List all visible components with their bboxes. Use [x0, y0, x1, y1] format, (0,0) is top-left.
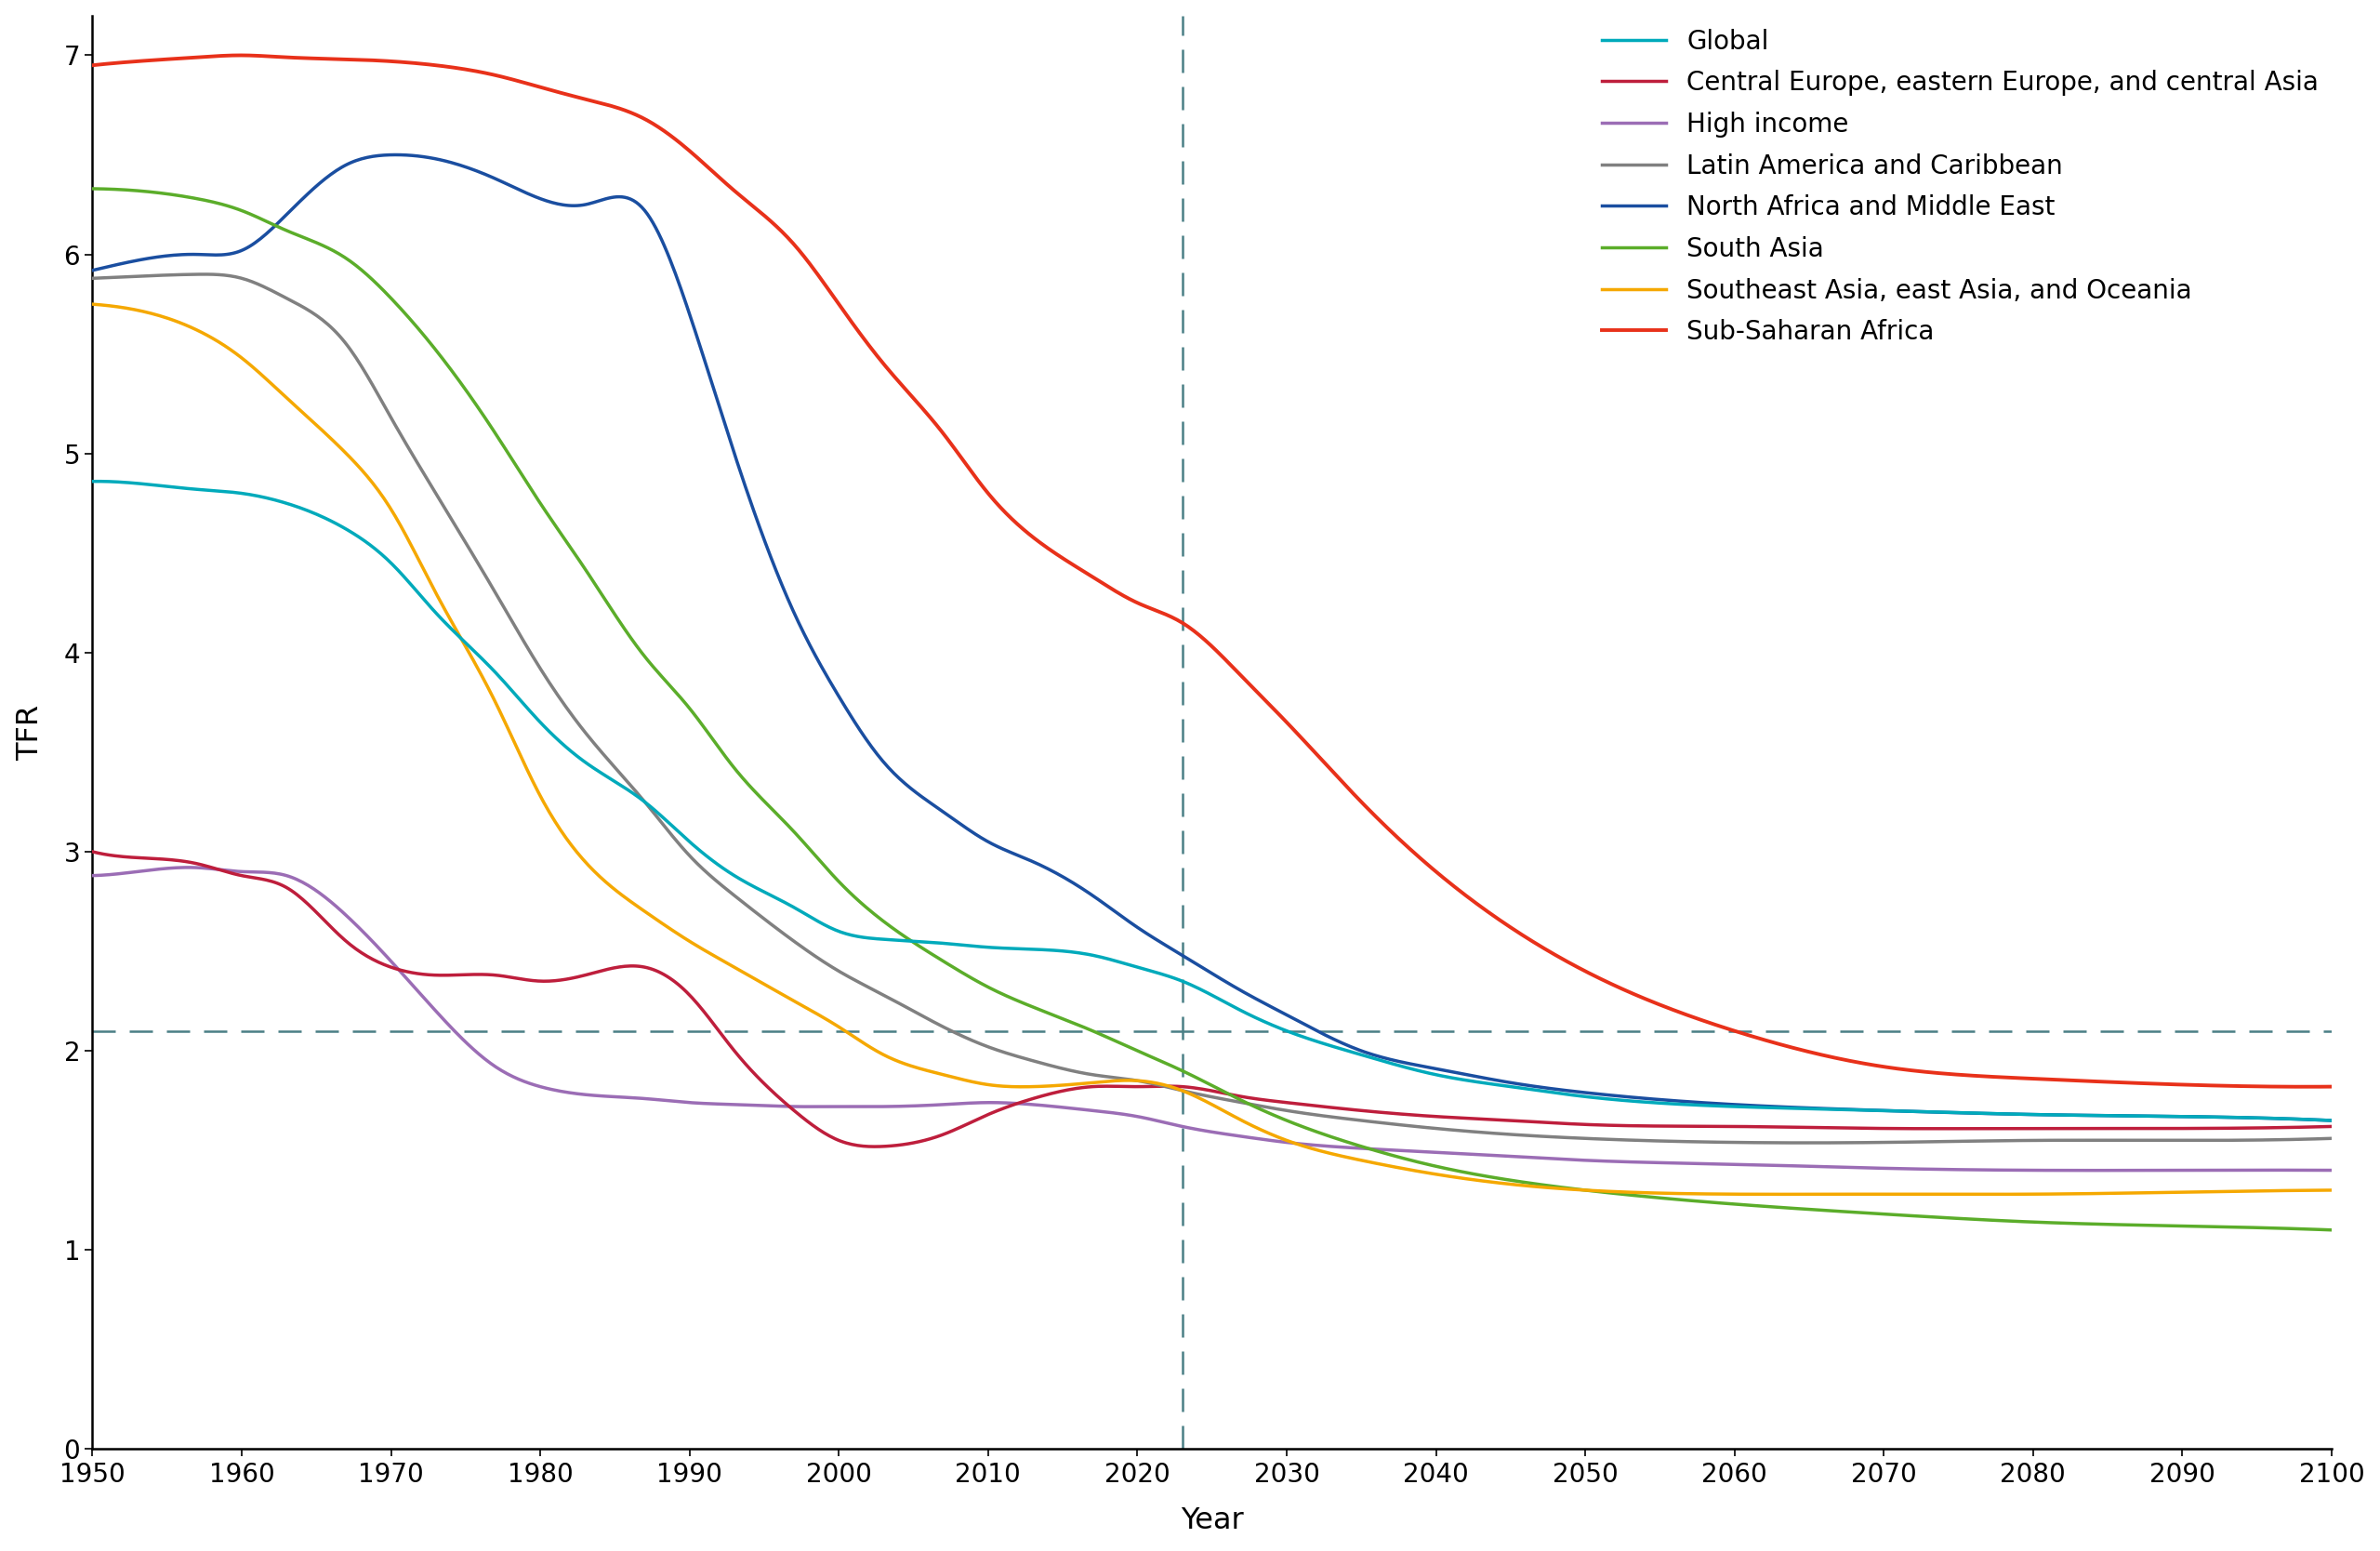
Line: Latin America and Caribbean: Latin America and Caribbean: [93, 275, 2332, 1143]
Sub-Saharan Africa: [2009, 1069, 2037, 1087]
Sub-Saharan Africa: [1380, 827, 1409, 845]
North Africa and Middle East: [2318, 1111, 2347, 1129]
South Asia: [1378, 1146, 1407, 1165]
Global: [2318, 1111, 2347, 1129]
Line: North Africa and Middle East: North Africa and Middle East: [93, 155, 2332, 1120]
Y-axis label: TFR: TFR: [17, 704, 45, 760]
North Africa and Middle East: [1380, 1052, 1409, 1070]
North Africa and Middle East: [1440, 1062, 1468, 1081]
Central Europe, eastern Europe, and central Asia: [1440, 1109, 1468, 1128]
Southeast Asia, east Asia, and Oceania: [79, 295, 107, 313]
South Asia: [2006, 1213, 2035, 1231]
Sub-Saharan Africa: [1780, 1039, 1809, 1058]
Global: [1507, 1079, 1535, 1098]
South Asia: [1775, 1199, 1804, 1218]
Central Europe, eastern Europe, and central Asia: [2009, 1120, 2037, 1138]
Global: [1780, 1100, 1809, 1118]
Latin America and Caribbean: [219, 267, 248, 285]
Central Europe, eastern Europe, and central Asia: [2318, 1117, 2347, 1135]
South Asia: [2318, 1221, 2347, 1239]
Southeast Asia, east Asia, and Oceania: [1438, 1168, 1466, 1187]
Southeast Asia, east Asia, and Oceania: [2318, 1180, 2347, 1199]
Line: Global: Global: [93, 481, 2332, 1120]
Southeast Asia, east Asia, and Oceania: [217, 340, 245, 358]
Sub-Saharan Africa: [79, 56, 107, 74]
High income: [2082, 1162, 2111, 1180]
Central Europe, eastern Europe, and central Asia: [859, 1137, 888, 1155]
Latin America and Caribbean: [2011, 1131, 2040, 1149]
Southeast Asia, east Asia, and Oceania: [2009, 1185, 2037, 1204]
Latin America and Caribbean: [190, 265, 219, 284]
High income: [2009, 1160, 2037, 1179]
North Africa and Middle East: [217, 245, 245, 264]
Latin America and Caribbean: [79, 268, 107, 287]
Central Europe, eastern Europe, and central Asia: [1780, 1118, 1809, 1137]
Sub-Saharan Africa: [1440, 878, 1468, 896]
Latin America and Caribbean: [1440, 1121, 1468, 1140]
High income: [1780, 1157, 1809, 1176]
North Africa and Middle East: [381, 146, 409, 164]
Line: Sub-Saharan Africa: Sub-Saharan Africa: [93, 56, 2332, 1087]
Global: [1380, 1055, 1409, 1073]
Latin America and Caribbean: [1380, 1115, 1409, 1134]
Global: [2009, 1104, 2037, 1123]
Sub-Saharan Africa: [1507, 926, 1535, 945]
South Asia: [1504, 1173, 1533, 1191]
X-axis label: Year: Year: [1180, 1506, 1242, 1535]
Central Europe, eastern Europe, and central Asia: [217, 864, 245, 883]
North Africa and Middle East: [1780, 1098, 1809, 1117]
Central Europe, eastern Europe, and central Asia: [79, 842, 107, 861]
Global: [79, 472, 107, 490]
Latin America and Caribbean: [1507, 1126, 1535, 1145]
Southeast Asia, east Asia, and Oceania: [1775, 1185, 1804, 1204]
Southeast Asia, east Asia, and Oceania: [1378, 1157, 1407, 1176]
Sub-Saharan Africa: [2318, 1078, 2347, 1097]
Global: [1440, 1069, 1468, 1087]
High income: [219, 862, 248, 881]
Central Europe, eastern Europe, and central Asia: [1380, 1104, 1409, 1123]
High income: [2318, 1162, 2347, 1180]
High income: [1380, 1142, 1409, 1160]
Latin America and Caribbean: [2318, 1129, 2347, 1148]
North Africa and Middle East: [79, 261, 107, 279]
South Asia: [217, 197, 245, 216]
Southeast Asia, east Asia, and Oceania: [1504, 1176, 1533, 1194]
North Africa and Middle East: [2009, 1104, 2037, 1123]
Sub-Saharan Africa: [226, 47, 255, 65]
High income: [79, 867, 107, 886]
Southeast Asia, east Asia, and Oceania: [1971, 1185, 1999, 1204]
High income: [174, 858, 202, 876]
South Asia: [79, 180, 107, 199]
Global: [83, 472, 112, 490]
Line: Central Europe, eastern Europe, and central Asia: Central Europe, eastern Europe, and cent…: [93, 851, 2332, 1146]
Latin America and Caribbean: [1780, 1134, 1809, 1152]
Line: South Asia: South Asia: [93, 189, 2332, 1230]
Global: [219, 482, 248, 501]
High income: [1440, 1145, 1468, 1163]
Sub-Saharan Africa: [2292, 1078, 2320, 1097]
Line: Southeast Asia, east Asia, and Oceania: Southeast Asia, east Asia, and Oceania: [93, 304, 2332, 1194]
Legend: Global, Central Europe, eastern Europe, and central Asia, High income, Latin Ame: Global, Central Europe, eastern Europe, …: [1602, 28, 2318, 346]
Central Europe, eastern Europe, and central Asia: [1507, 1112, 1535, 1131]
South Asia: [1438, 1160, 1466, 1179]
Sub-Saharan Africa: [217, 47, 245, 65]
Latin America and Caribbean: [1792, 1134, 1821, 1152]
North Africa and Middle East: [1507, 1075, 1535, 1093]
High income: [1507, 1148, 1535, 1166]
Line: High income: High income: [93, 867, 2332, 1171]
